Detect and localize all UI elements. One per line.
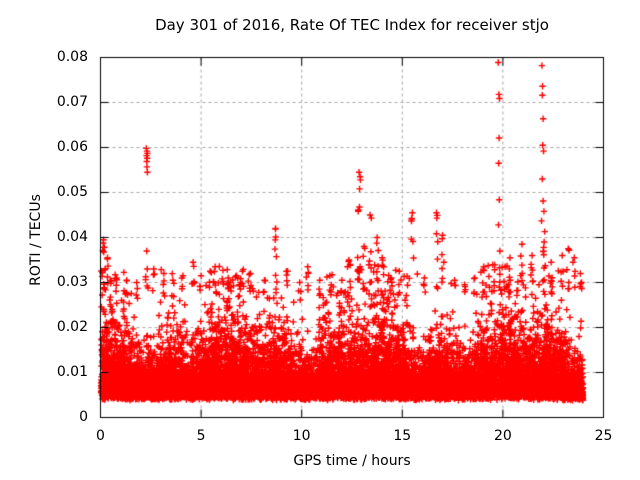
y-tick-label: 0.01 bbox=[56, 364, 88, 380]
y-tick-label: 0.02 bbox=[56, 319, 88, 335]
x-tick-label: 20 bbox=[493, 428, 512, 444]
x-tick-label: 25 bbox=[594, 428, 613, 444]
y-tick-label: 0.07 bbox=[56, 94, 88, 110]
x-tick-label: 0 bbox=[96, 428, 105, 444]
x-tick-label: 5 bbox=[196, 428, 206, 444]
y-tick-label: 0.05 bbox=[56, 184, 88, 200]
x-axis-label: GPS time / hours bbox=[293, 453, 411, 469]
chart-title: Day 301 of 2016, Rate Of TEC Index for r… bbox=[155, 16, 549, 34]
y-tick-label: 0 bbox=[79, 409, 88, 425]
y-tick-label: 0.03 bbox=[56, 274, 88, 290]
y-tick-label: 0.06 bbox=[56, 139, 88, 155]
x-tick-label: 10 bbox=[292, 428, 311, 444]
x-tick-label: 15 bbox=[393, 428, 412, 444]
y-tick-label: 0.08 bbox=[56, 49, 88, 65]
y-tick-label: 0.04 bbox=[56, 229, 88, 245]
